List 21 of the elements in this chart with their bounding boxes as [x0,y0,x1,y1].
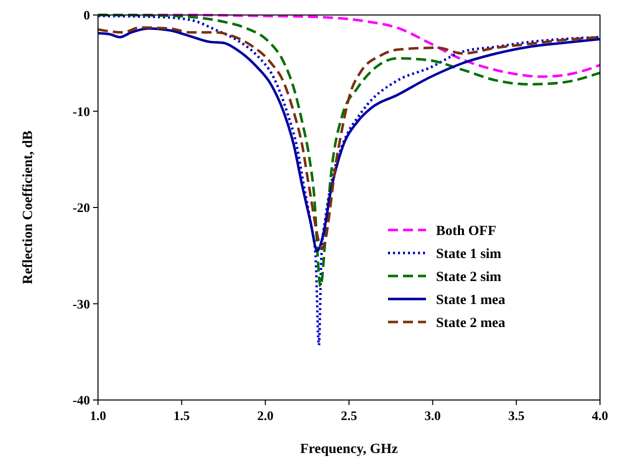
line-series [98,14,600,346]
x-tick-label: 2.0 [257,408,274,423]
x-tick-label: 4.0 [592,408,608,423]
legend-label: State 1 mea [436,293,506,308]
x-tick-label: 3.5 [508,408,525,423]
x-axis-title: Frequency, GHz [300,442,398,457]
x-tick-label: 1.0 [90,408,106,423]
x-tick-label: 2.5 [340,408,358,423]
legend-label: State 2 mea [436,316,506,331]
y-tick-label: 0 [84,8,90,22]
legend-label: State 2 sim [436,270,502,285]
y-tick-label: -30 [72,296,90,312]
x-tick-label: 3.0 [424,408,441,423]
y-tick-label: -20 [72,200,90,215]
legend-label: Both OFF [436,224,496,239]
y-tick-label: -10 [72,104,90,119]
legend-label: State 1 sim [436,247,502,262]
line-series [98,14,600,288]
y-axis-title: Reflection Coefficient, dB [21,130,36,284]
y-tick-label: -40 [72,392,90,408]
x-tick-label: 1.5 [174,408,190,423]
